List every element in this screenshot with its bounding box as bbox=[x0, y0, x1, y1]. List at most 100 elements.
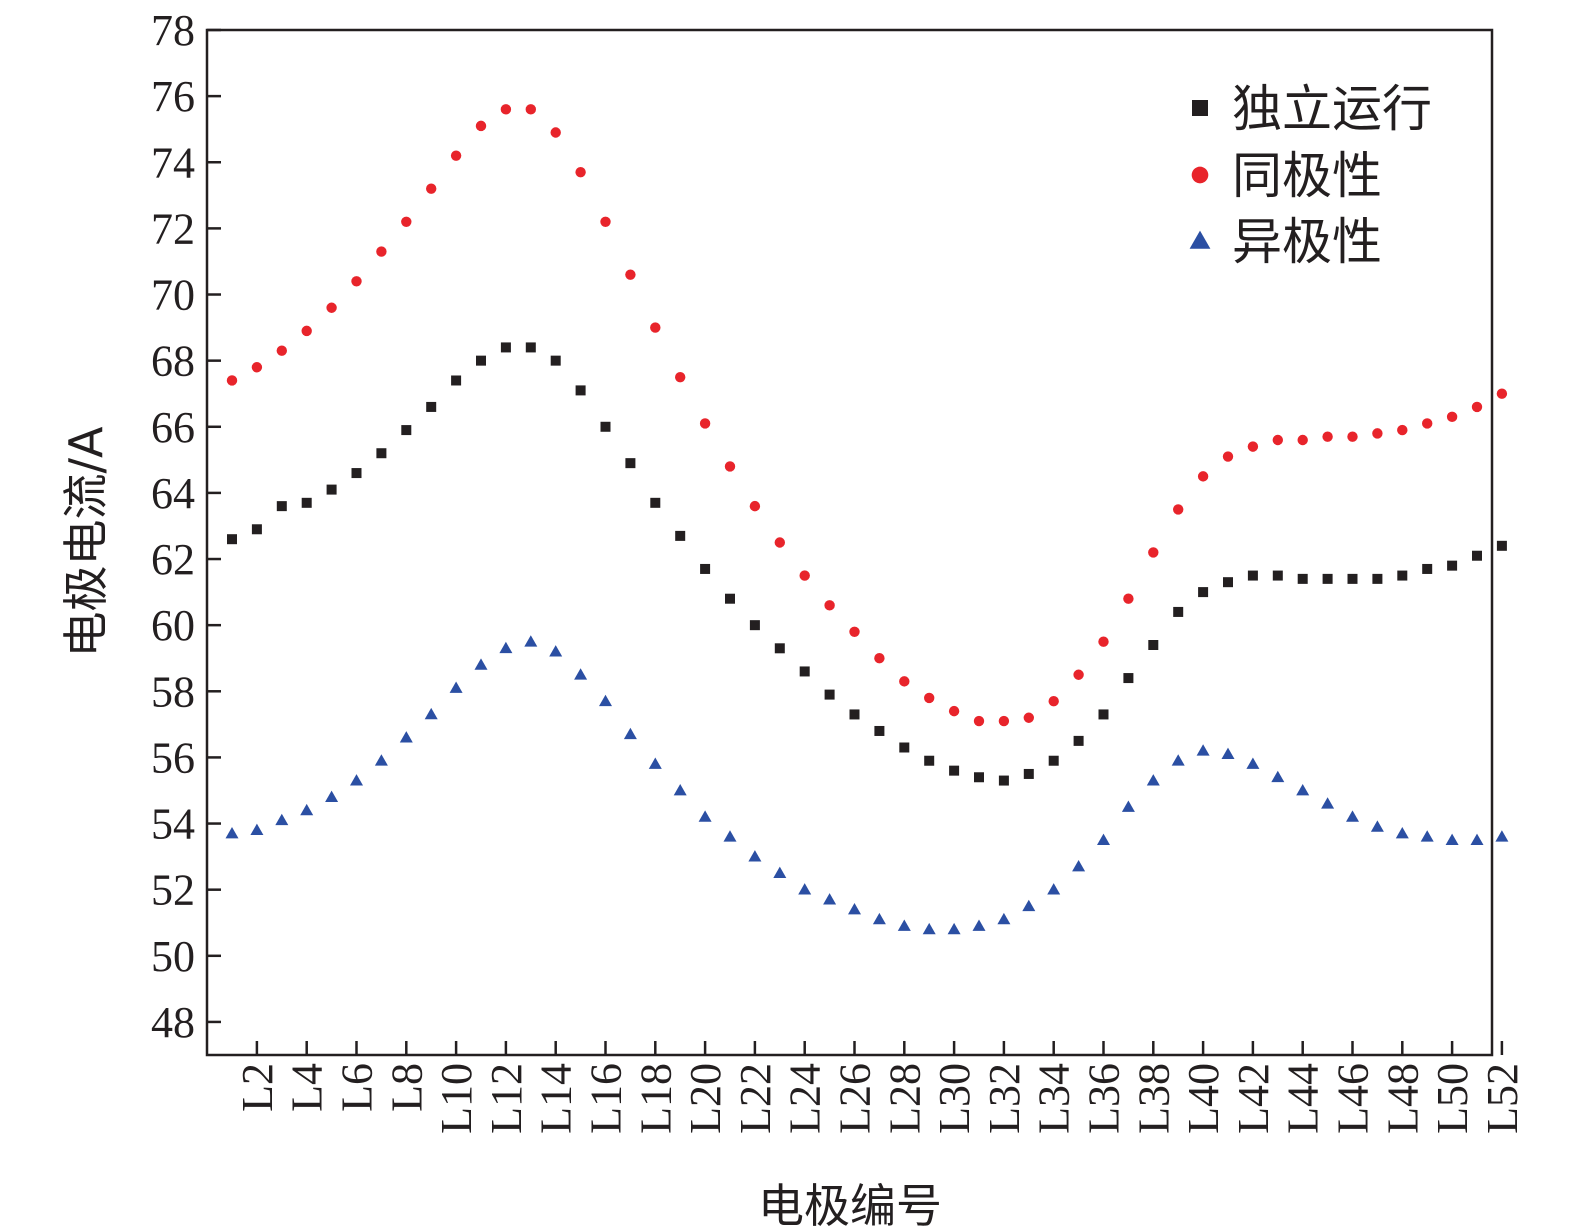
data-point bbox=[474, 658, 488, 670]
data-point bbox=[1196, 744, 1210, 756]
data-point bbox=[823, 893, 837, 905]
x-tick-label: L22 bbox=[731, 1063, 780, 1134]
data-point bbox=[1471, 401, 1483, 413]
data-point bbox=[924, 755, 935, 766]
data-point bbox=[922, 922, 936, 935]
data-point bbox=[500, 104, 512, 115]
x-tick-label: L48 bbox=[1378, 1063, 1427, 1134]
y-tick-label: 76 bbox=[151, 72, 195, 121]
data-point bbox=[550, 127, 561, 138]
data-point bbox=[799, 570, 810, 581]
data-point bbox=[1321, 797, 1335, 809]
y-tick-label: 60 bbox=[151, 601, 195, 650]
x-tick-label: L12 bbox=[482, 1063, 531, 1134]
x-tick-label: L4 bbox=[283, 1063, 332, 1112]
data-point bbox=[1148, 640, 1159, 650]
data-point bbox=[723, 830, 737, 842]
y-tick-label: 50 bbox=[151, 932, 195, 981]
data-point bbox=[1470, 833, 1484, 845]
data-point bbox=[998, 715, 1010, 727]
data-point bbox=[1272, 434, 1284, 446]
plot-frame bbox=[205, 28, 1494, 1057]
y-tick-label: 74 bbox=[151, 138, 195, 187]
data-point bbox=[1173, 606, 1184, 617]
data-point bbox=[1446, 411, 1458, 423]
data-point bbox=[1495, 830, 1509, 842]
legend-label: 同极性 bbox=[1232, 147, 1382, 205]
x-tick-label: L10 bbox=[432, 1063, 481, 1134]
data-point bbox=[599, 694, 612, 707]
x-tick-label: L28 bbox=[880, 1063, 929, 1134]
data-point bbox=[849, 709, 860, 720]
data-point bbox=[426, 401, 437, 412]
x-tick-label: L24 bbox=[781, 1063, 830, 1134]
x-tick-label: L30 bbox=[930, 1063, 979, 1134]
data-point bbox=[749, 500, 761, 512]
x-tick-label: L14 bbox=[532, 1063, 581, 1134]
series-2 bbox=[226, 104, 1508, 727]
y-tick-label: 64 bbox=[151, 469, 195, 518]
data-point bbox=[374, 754, 388, 766]
data-point bbox=[1123, 673, 1134, 684]
legend-label: 独立运行 bbox=[1232, 80, 1432, 138]
x-tick-label: L52 bbox=[1478, 1063, 1527, 1134]
data-point bbox=[424, 707, 438, 720]
legend-marker-square bbox=[1192, 100, 1208, 116]
data-point bbox=[675, 530, 686, 541]
data-point bbox=[251, 524, 262, 535]
data-point bbox=[549, 645, 563, 657]
data-point bbox=[251, 362, 263, 373]
x-tick-label: L32 bbox=[980, 1063, 1029, 1134]
y-tick-label: 72 bbox=[151, 204, 195, 253]
legend-marker-triangle bbox=[1189, 230, 1211, 249]
data-point bbox=[1422, 418, 1433, 429]
data-point bbox=[1422, 563, 1433, 574]
series-layer bbox=[225, 104, 1509, 935]
data-point bbox=[499, 641, 513, 654]
data-point bbox=[325, 790, 339, 802]
x-tick-label: L38 bbox=[1129, 1063, 1178, 1134]
data-point bbox=[1121, 800, 1135, 812]
data-point bbox=[1296, 783, 1310, 796]
data-point bbox=[1297, 573, 1308, 584]
x-tick-label: L46 bbox=[1329, 1063, 1378, 1134]
data-point bbox=[226, 375, 238, 386]
data-point bbox=[1445, 833, 1459, 845]
data-point bbox=[774, 643, 785, 654]
data-point bbox=[574, 668, 588, 680]
data-point bbox=[376, 246, 387, 257]
data-point bbox=[351, 276, 362, 287]
data-point bbox=[500, 342, 511, 353]
data-point bbox=[623, 727, 637, 740]
data-point bbox=[1297, 434, 1308, 446]
data-point bbox=[401, 425, 412, 436]
data-point bbox=[1447, 560, 1458, 571]
data-point bbox=[300, 803, 314, 816]
data-point bbox=[1097, 833, 1110, 845]
x-axis-title: 电极编号 bbox=[758, 1179, 942, 1232]
data-point bbox=[1047, 883, 1061, 895]
data-point bbox=[1073, 669, 1084, 680]
x-axis-ticks: L2 L4 L6 L8 L10 L12 L14 L16 L18 L20 L22 L24 L26 L28 L3… bbox=[233, 1041, 1527, 1134]
data-point bbox=[700, 563, 711, 574]
data-point bbox=[650, 322, 661, 333]
data-point bbox=[899, 742, 910, 753]
data-point bbox=[974, 772, 984, 783]
y-tick-label: 56 bbox=[151, 733, 195, 782]
data-point bbox=[1496, 540, 1507, 551]
data-point bbox=[625, 269, 636, 280]
data-point bbox=[1246, 757, 1260, 769]
data-point bbox=[524, 635, 538, 647]
data-point bbox=[1395, 826, 1409, 839]
data-point bbox=[301, 497, 312, 508]
data-point bbox=[874, 725, 885, 736]
data-point bbox=[749, 620, 760, 631]
data-point bbox=[774, 537, 785, 548]
data-point bbox=[1346, 810, 1359, 822]
data-point bbox=[849, 626, 860, 637]
data-point bbox=[225, 826, 239, 839]
data-point bbox=[449, 681, 463, 693]
series-1 bbox=[227, 342, 1507, 786]
data-point bbox=[450, 150, 462, 161]
